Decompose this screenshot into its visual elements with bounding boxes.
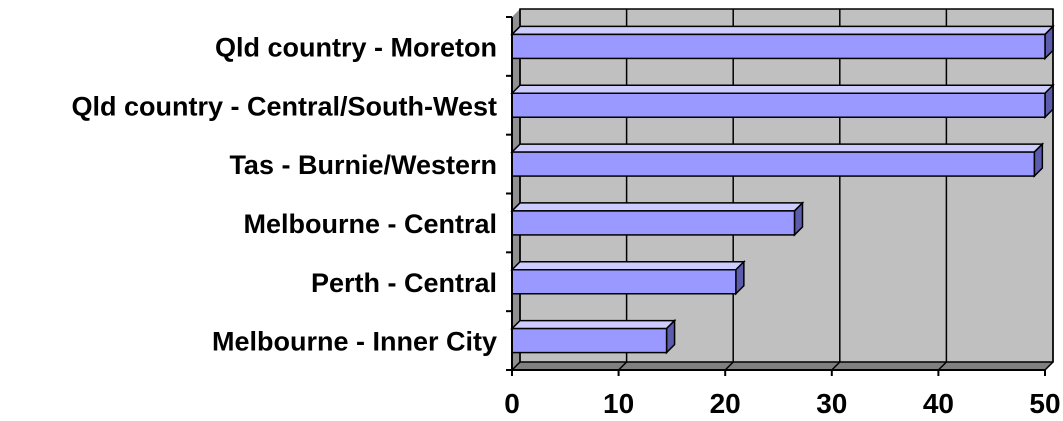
bar-top xyxy=(510,202,805,212)
bar xyxy=(510,259,746,296)
x-tick-label: 10 xyxy=(603,388,634,419)
floor-gridline xyxy=(831,361,841,371)
x-tick-label: 40 xyxy=(923,388,954,419)
bar xyxy=(510,24,1055,61)
category-label: Melbourne - Central xyxy=(243,209,497,239)
x-tick-labels: 0 10 20 30 40 50 xyxy=(504,388,1060,419)
bar xyxy=(510,318,677,355)
category-labels: Qld country - Moreton Qld country - Centr… xyxy=(71,32,497,356)
bar-front xyxy=(511,33,1046,60)
back-wall-border xyxy=(519,8,1054,363)
floor-gridline xyxy=(937,361,947,371)
plot-area xyxy=(512,9,1053,370)
bar-top xyxy=(510,25,1055,36)
x-tick-label: 0 xyxy=(504,388,520,419)
floor xyxy=(512,362,1053,370)
floor-gridline xyxy=(724,361,734,371)
x-tick-label: 50 xyxy=(1029,388,1060,419)
side-wall xyxy=(512,9,520,370)
category-label: Melbourne - Inner City xyxy=(212,327,497,357)
bar-top xyxy=(510,319,677,330)
bar-top xyxy=(510,261,746,271)
x-tick-label: 20 xyxy=(710,388,741,419)
axes xyxy=(506,16,1046,376)
floor-gridline xyxy=(1044,361,1054,371)
category-label: Tas - Burnie/Western xyxy=(229,150,497,180)
bar-front xyxy=(511,151,1036,177)
gridlines xyxy=(511,8,1054,371)
bar xyxy=(510,83,1055,120)
bar xyxy=(510,201,805,237)
floor-gridline xyxy=(618,361,628,371)
bar-top xyxy=(510,84,1055,94)
bar-front xyxy=(511,327,668,354)
x-tick-label: 30 xyxy=(816,388,847,419)
category-label: Qld country - Central/South-West xyxy=(71,91,497,121)
category-label: Qld country - Moreton xyxy=(215,32,497,62)
bar xyxy=(510,142,1045,178)
bar-front xyxy=(511,210,796,236)
floor-gridline xyxy=(511,361,521,371)
bar-front xyxy=(511,269,737,295)
bar-top xyxy=(510,143,1045,153)
bar-series xyxy=(510,24,1055,355)
bar-front xyxy=(511,92,1046,118)
category-label: Perth - Central xyxy=(311,268,497,298)
back-wall xyxy=(520,9,1053,362)
